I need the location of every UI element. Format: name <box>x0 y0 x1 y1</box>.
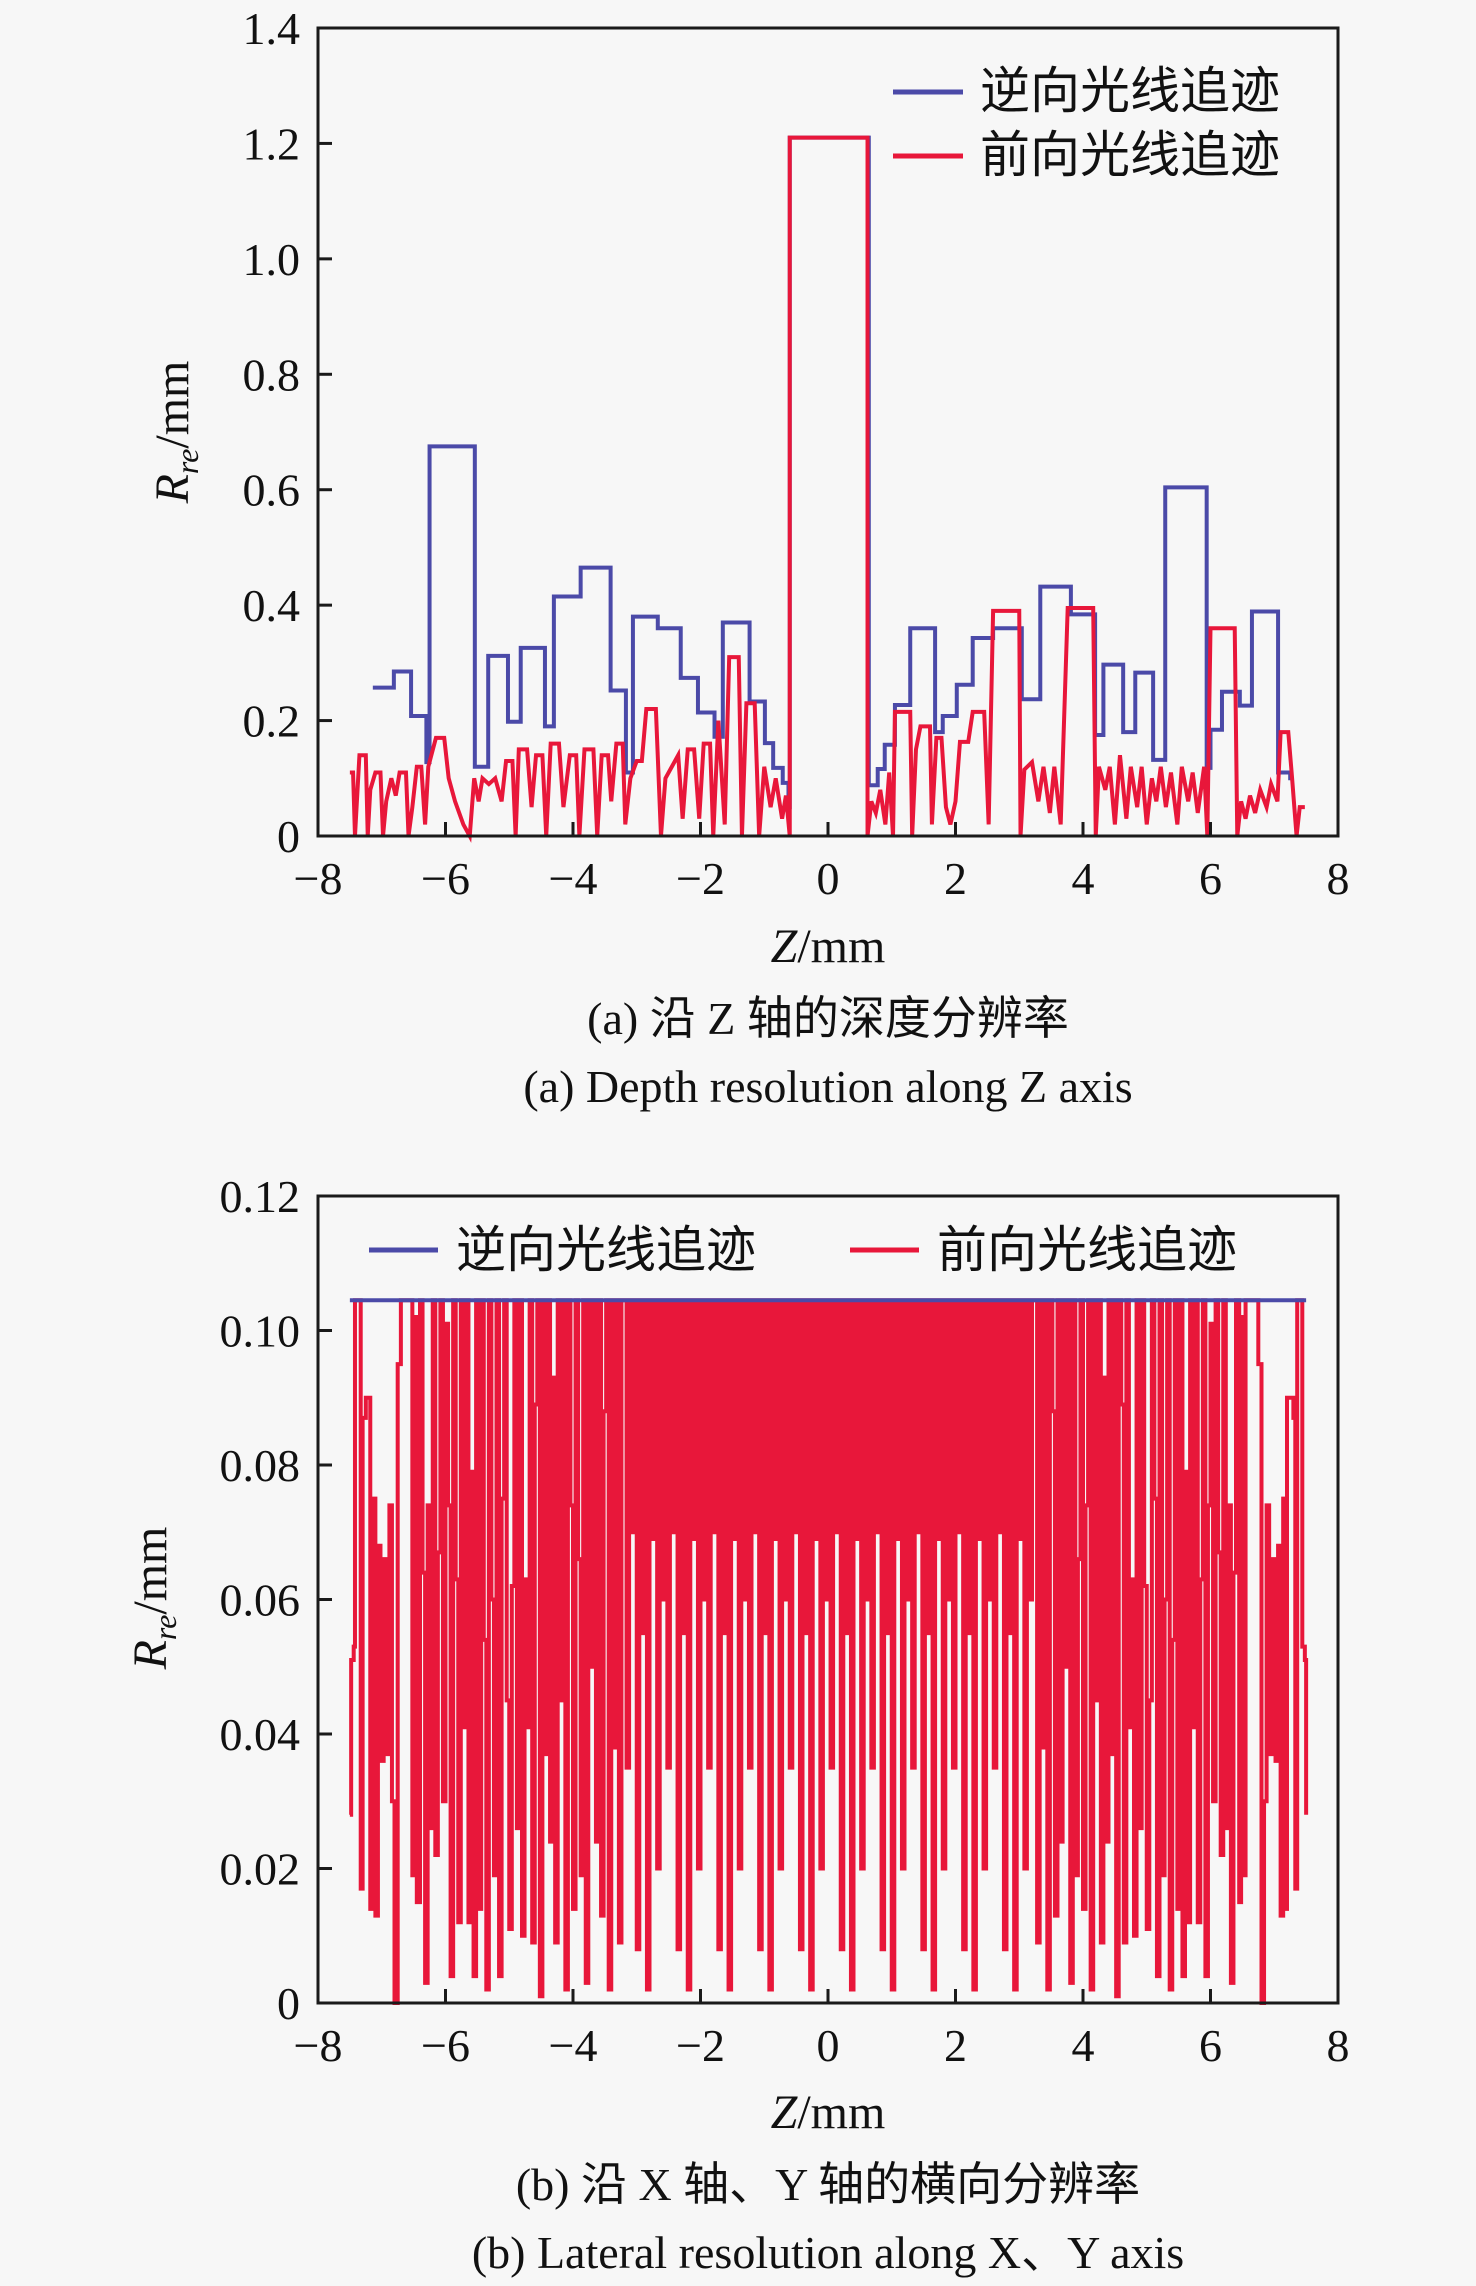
x-tick-label: 2 <box>944 853 967 904</box>
y-tick-label: 0 <box>277 1978 300 2029</box>
x-tick-label: 8 <box>1327 2020 1350 2071</box>
series-backward-ray-tracing-a <box>372 135 1294 810</box>
chart-b-y-axis-label: Rre/mm <box>124 1527 183 1671</box>
x-label-main: Z <box>771 2086 799 2139</box>
chart-a-series <box>349 135 1305 843</box>
x-label-unit: /mm <box>797 2086 885 2139</box>
x-tick-label: 8 <box>1327 853 1350 904</box>
y-label-main: R <box>124 1640 177 1670</box>
y-tick-label: 0.6 <box>243 465 301 516</box>
y-tick-label: 0.08 <box>220 1440 301 1491</box>
y-tick-label: 1.4 <box>243 3 301 54</box>
chart-b-tick-labels: −8 −6 −4 −2 0 2 4 6 8 0 0.02 0.04 0.06 0.08 0.10 0.12 <box>220 1171 1350 2071</box>
x-tick-label: −2 <box>676 853 725 904</box>
chart-a-ticks <box>318 141 1212 836</box>
y-tick-label: 0.12 <box>220 1171 301 1222</box>
x-tick-label: 0 <box>817 853 840 904</box>
x-label-unit: /mm <box>797 920 885 973</box>
x-tick-label: −2 <box>676 2020 725 2071</box>
x-tick-label: 6 <box>1199 2020 1222 2071</box>
chart-a-legend: 逆向光线追迹 前向光线追迹 <box>893 62 1280 184</box>
y-tick-label: 0.06 <box>220 1575 301 1626</box>
legend-a-forward-label: 前向光线追迹 <box>980 126 1280 184</box>
y-tick-label: 0.2 <box>243 696 301 747</box>
chart-b-x-axis-label: Z/mm <box>771 2086 886 2139</box>
chart-a-caption-en: (a) Depth resolution along Z axis <box>523 1061 1132 1112</box>
y-label-subscript: re <box>147 1615 183 1640</box>
y-tick-label: 0.8 <box>243 349 301 400</box>
x-tick-label: 0 <box>817 2020 840 2071</box>
y-label-subscript: re <box>169 449 205 474</box>
svg-text:Rre/mm: Rre/mm <box>124 1527 183 1671</box>
legend-b-backward-label: 逆向光线追迹 <box>456 1221 756 1279</box>
x-tick-label: 4 <box>1072 853 1095 904</box>
x-tick-label: −8 <box>294 853 343 904</box>
chart-lateral-resolution: −8 −6 −4 −2 0 2 4 6 8 0 0.02 0.04 0.06 0.08 0.10 0.12 逆… <box>124 1171 1350 2278</box>
x-tick-label: 4 <box>1072 2020 1095 2071</box>
svg-text:Rre/mm: Rre/mm <box>146 361 205 505</box>
y-label-main: R <box>146 474 199 504</box>
y-tick-label: 0 <box>277 811 300 862</box>
chart-b-caption-cn: (b) 沿 X 轴、Y 轴的横向分辨率 <box>516 2159 1140 2210</box>
legend-a-backward-label: 逆向光线追迹 <box>980 62 1280 120</box>
chart-a-y-axis-label: Rre/mm <box>146 361 205 505</box>
chart-b-legend: 逆向光线追迹 前向光线追迹 <box>369 1221 1237 1279</box>
chart-b-caption-en: (b) Lateral resolution along X、Y axis <box>472 2227 1184 2278</box>
x-tick-label: 6 <box>1199 853 1222 904</box>
y-tick-label: 0.02 <box>220 1844 301 1895</box>
y-tick-label: 0.04 <box>220 1709 301 1760</box>
y-tick-label: 0.10 <box>220 1306 301 1357</box>
x-tick-label: −4 <box>549 2020 598 2071</box>
x-tick-label: −4 <box>549 853 598 904</box>
chart-a-caption-cn: (a) 沿 Z 轴的深度分辨率 <box>587 993 1069 1044</box>
chart-a-x-axis-label: Z/mm <box>771 920 886 973</box>
y-label-unit: /mm <box>124 1527 177 1615</box>
x-label-main: Z <box>771 920 799 973</box>
chart-depth-resolution: −8 −6 −4 −2 0 2 4 6 8 0 0.2 0.4 0.6 0.8 1.0 1.2 1.4 逆向光线… <box>146 3 1350 1112</box>
chart-b-series <box>349 1298 1309 2005</box>
series-forward-ray-tracing-b <box>349 1298 1309 2005</box>
y-tick-label: 1.0 <box>243 234 301 285</box>
y-label-unit: /mm <box>146 361 199 449</box>
series-forward-ray-tracing-a <box>349 135 1305 843</box>
x-tick-label: −8 <box>294 2020 343 2071</box>
x-tick-label: −6 <box>421 853 470 904</box>
y-tick-label: 1.2 <box>243 118 301 169</box>
x-tick-label: −6 <box>421 2020 470 2071</box>
legend-b-forward-label: 前向光线追迹 <box>937 1221 1237 1279</box>
y-tick-label: 0.4 <box>243 580 301 631</box>
chart-b-ticks <box>318 1329 1212 2003</box>
x-tick-label: 2 <box>944 2020 967 2071</box>
chart-a-tick-labels: −8 −6 −4 −2 0 2 4 6 8 0 0.2 0.4 0.6 0.8 1.0 1.2 1.4 <box>243 3 1350 904</box>
